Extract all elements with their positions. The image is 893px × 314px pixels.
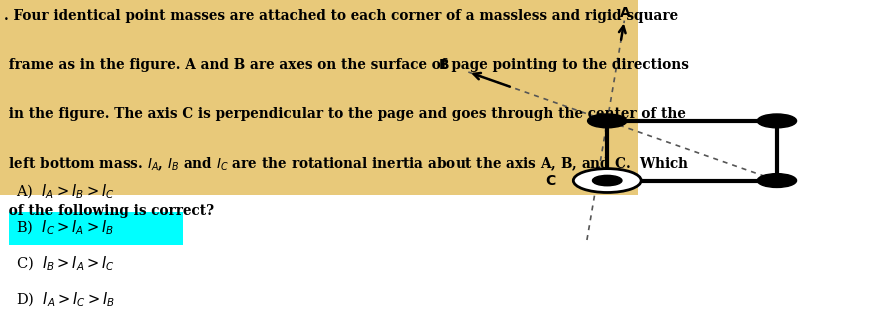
Circle shape [593, 175, 622, 186]
Text: in the figure. The axis C is perpendicular to the page and goes through the cent: in the figure. The axis C is perpendicul… [4, 107, 687, 121]
Circle shape [757, 114, 797, 128]
Text: . Four identical point masses are attached to each corner of a massless and rigi: . Four identical point masses are attach… [4, 9, 679, 24]
FancyBboxPatch shape [9, 212, 183, 245]
Text: C: C [546, 174, 555, 187]
Circle shape [588, 114, 627, 128]
Text: A)  $I_A > I_B > I_C$: A) $I_A > I_B > I_C$ [16, 182, 114, 201]
Text: of the following is correct?: of the following is correct? [4, 204, 214, 218]
Text: frame as in the figure. A and B are axes on the surface of page pointing to the : frame as in the figure. A and B are axes… [4, 58, 689, 72]
Circle shape [573, 169, 641, 192]
Text: A: A [621, 6, 631, 20]
Text: B: B [438, 58, 449, 73]
Text: D)  $I_A >I_C >I_B$: D) $I_A >I_C >I_B$ [16, 290, 115, 309]
Circle shape [757, 174, 797, 187]
Text: C)  $I_B > I_A > I_C$: C) $I_B > I_A > I_C$ [16, 254, 115, 273]
Text: left bottom mass. $I_A$, $I_B$ and $I_C$ are the rotational inertia about the ax: left bottom mass. $I_A$, $I_B$ and $I_C$… [4, 155, 690, 173]
FancyBboxPatch shape [0, 0, 638, 195]
Text: B)  $I_C > I_A > I_B$: B) $I_C > I_A > I_B$ [16, 218, 114, 237]
